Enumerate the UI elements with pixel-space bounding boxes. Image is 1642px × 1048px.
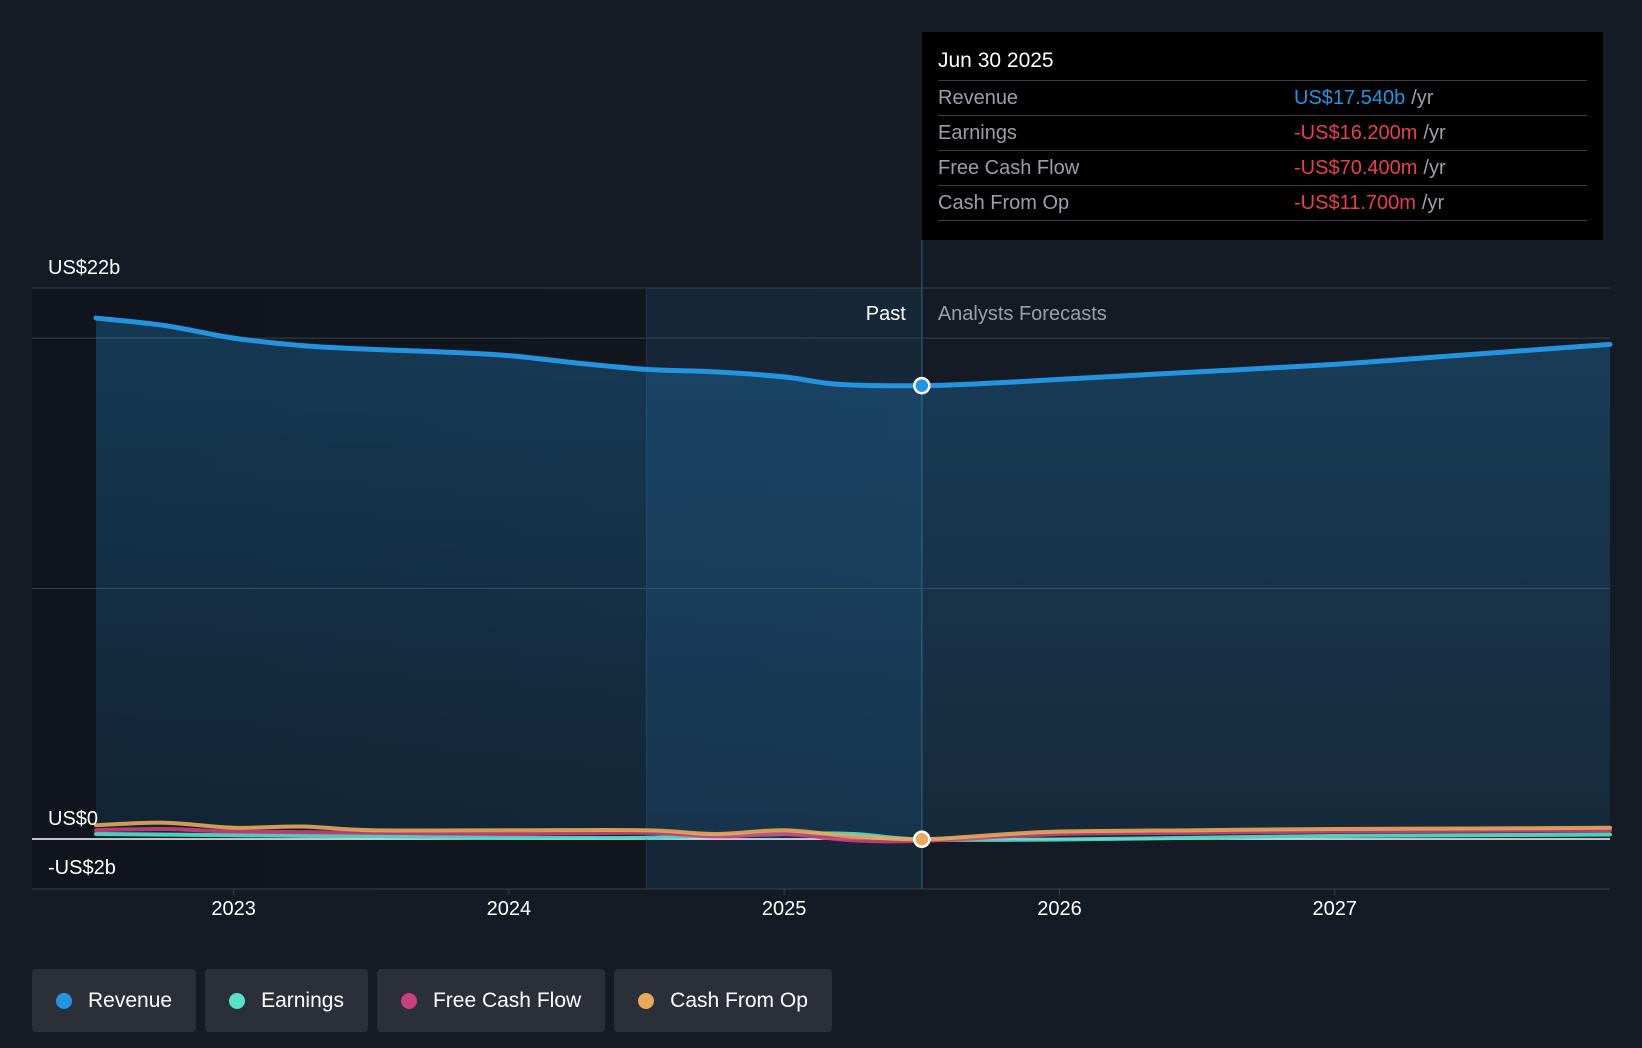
marker-revenue [913,376,931,395]
tooltip-row-free-cash-flow: Free Cash Flow -US$70.400m /yr [938,150,1587,185]
tooltip-value: -US$16.200m [1294,122,1418,144]
tooltip-label: Earnings [938,122,1017,144]
tooltip-unit: /yr [1423,122,1446,144]
tooltip-unit: /yr [1423,157,1446,179]
tooltip-unit: /yr [1421,192,1445,214]
tooltip-label: Cash From Op [938,192,1070,214]
forecast-label: Analysts Forecasts [938,303,1107,325]
legend-label: Free Cash Flow [432,988,582,1012]
series-line-revenue [93,315,1613,389]
tooltip-unit: /yr [1411,87,1434,109]
tooltip-label: Free Cash Flow [938,157,1080,179]
past-label: Past [866,303,906,325]
legend-dot-icon [400,992,417,1009]
series-line-cash-from-op [94,820,1612,842]
legend-dot-icon [229,992,246,1009]
marker-cash-from-op [913,830,931,849]
y-tick-label: US$0 [48,808,98,830]
legend-item-revenue[interactable]: Revenue [32,969,197,1032]
tooltip-label: Revenue [938,87,1019,109]
legend-dot-icon [56,992,72,1009]
tooltip-row-earnings: Earnings -US$16.200m /yr [938,115,1587,150]
x-tick-label: 2027 [1312,898,1357,920]
chart-legend: Revenue Earnings Free Cash Flow Cash Fro… [32,969,832,1032]
series-line-free-cash-flow [94,826,1612,844]
series-area-revenue [96,318,1610,839]
legend-label: Earnings [261,988,344,1012]
legend-label: Revenue [88,988,173,1012]
legend-item-earnings[interactable]: Earnings [205,969,368,1032]
marker-layer [913,376,931,849]
y-tick-label: US$22b [48,257,120,279]
legend-label: Cash From Op [670,988,808,1012]
x-tick-label: 2023 [211,898,256,920]
tooltip-date: Jun 30 2025 [938,49,1054,72]
line-layer [93,315,1613,844]
tooltip-value: US$17.540b [1294,87,1406,109]
y-tick-label: -US$2b [48,857,116,879]
legend-item-cash-from-op[interactable]: Cash From Op [614,969,832,1032]
tooltip-row-revenue: Revenue US$17.540b /yr [938,80,1587,115]
x-tick-label: 2024 [487,898,532,920]
legend-item-free-cash-flow[interactable]: Free Cash Flow [376,969,606,1032]
tooltip-value: -US$11.700m [1294,192,1416,214]
label-layer: US$22b US$0 -US$2b 2023 2024 2025 2026 2027 Past… [48,257,1357,920]
tooltip-row-cash-from-op: Cash From Op -US$11.700m /yr [938,185,1587,221]
data-tooltip: Jun 30 2025 Revenue US$17.540b /yr Earni… [922,32,1603,240]
x-tick-label: 2025 [762,898,807,920]
series-line-earnings [94,831,1612,842]
area-layer [96,318,1610,839]
x-tick-label: 2026 [1037,898,1082,920]
tooltip-value: -US$70.400m [1294,157,1418,179]
legend-dot-icon [638,992,655,1009]
